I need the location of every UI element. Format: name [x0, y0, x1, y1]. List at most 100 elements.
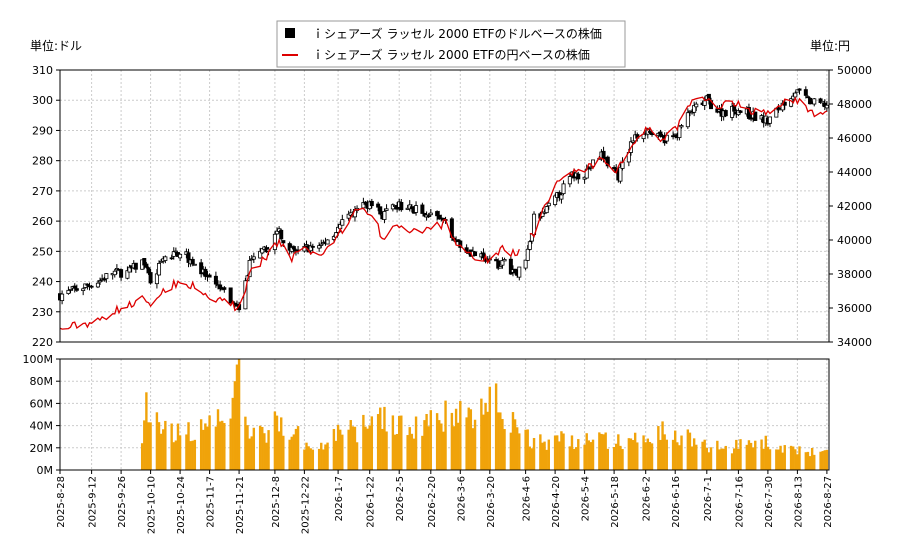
candle-body — [287, 243, 292, 251]
volume-bar — [659, 439, 662, 470]
jpy-price-line — [59, 96, 828, 330]
volume-bar — [488, 386, 491, 470]
x-tick-label: 2026-7-1 — [703, 476, 714, 521]
right-tick-label: 36000 — [837, 302, 872, 315]
x-tick-label: 2026-5-18 — [610, 476, 621, 528]
volume-bar — [751, 447, 755, 470]
volume-bar — [307, 446, 310, 470]
volume-bar — [709, 447, 713, 470]
left-tick-label: 310 — [32, 64, 53, 77]
volume-bar — [598, 432, 601, 470]
volume-bar — [749, 442, 753, 470]
volume-bar — [216, 409, 220, 470]
volume-bar — [650, 443, 654, 470]
candle-body — [127, 266, 132, 273]
candle-body — [384, 208, 389, 211]
candle-body — [458, 240, 463, 248]
volume-bar — [764, 435, 767, 470]
volume-bar — [678, 445, 681, 470]
volume-tick-label: 20M — [30, 442, 54, 455]
volume-bar — [440, 423, 443, 470]
volume-bar — [473, 419, 477, 470]
volume-bar — [469, 409, 473, 470]
volume-bar — [326, 442, 329, 470]
candle-body — [500, 260, 505, 266]
price-left-axis: 220 230 240 250 260 270 280 290 300 310 — [32, 64, 60, 349]
candle-body — [260, 248, 265, 254]
volume-bar — [170, 423, 173, 470]
volume-bar — [562, 433, 565, 470]
candle-body — [66, 289, 71, 294]
volume-bar — [574, 447, 578, 470]
candle-body — [494, 259, 499, 262]
candle-body — [508, 258, 513, 275]
x-tick-label: 2026-6-2 — [642, 476, 653, 521]
volume-bar — [671, 439, 675, 470]
volume-bar — [553, 435, 557, 470]
left-tick-label: 260 — [32, 215, 53, 228]
volume-bar — [783, 445, 786, 470]
candle-body — [513, 268, 518, 274]
volume-bar — [189, 441, 192, 470]
volume-bar — [720, 448, 723, 470]
volume-bar — [545, 449, 548, 470]
candle-body — [95, 282, 100, 288]
candle-body — [576, 173, 581, 180]
volume-bar — [157, 422, 161, 470]
volume-bar — [459, 401, 462, 470]
candle-body — [437, 214, 442, 220]
candle-body — [671, 135, 676, 138]
candle-body — [213, 275, 218, 285]
volume-bar — [558, 441, 561, 470]
volume-bar — [781, 452, 784, 470]
volume-bar — [244, 416, 247, 470]
volume-bar — [393, 434, 397, 470]
x-tick-label: 2025-8-28 — [56, 476, 67, 528]
volume-bar — [155, 412, 159, 470]
left-tick-label: 300 — [32, 94, 53, 107]
volume-axis: 0M 20M 40M 60M 80M 100M — [23, 353, 60, 477]
volume-bar — [261, 426, 264, 470]
volume-bar — [355, 442, 359, 470]
candle-body — [544, 206, 549, 214]
volume-bar — [642, 435, 645, 470]
volume-bar — [159, 433, 163, 470]
candle-body — [420, 204, 425, 214]
candle-body — [768, 116, 773, 124]
volume-bar — [252, 427, 256, 470]
volume-bar — [823, 450, 826, 470]
x-tick-label: 2026-2-20 — [427, 476, 438, 528]
candle-body — [85, 283, 90, 286]
candle-body — [677, 125, 682, 138]
volume-bar — [657, 426, 660, 470]
volume-bar — [560, 431, 563, 470]
volume-bar — [497, 412, 500, 470]
volume-bar — [766, 446, 770, 470]
volume-bar — [309, 448, 312, 470]
volume-bar — [317, 448, 321, 470]
volume-bar — [541, 442, 544, 470]
volume-bar — [518, 433, 521, 470]
x-tick-label: 2026-4-20 — [551, 476, 562, 528]
candle-body — [523, 259, 528, 269]
volume-bar — [526, 429, 529, 470]
volume-bar — [454, 408, 458, 470]
volume-bar — [631, 440, 635, 470]
volume-bar — [273, 411, 277, 470]
left-tick-label: 230 — [32, 306, 53, 319]
volume-bar — [600, 433, 603, 470]
volume-bar — [444, 400, 447, 470]
candle-body — [319, 243, 324, 246]
volume-bar — [199, 419, 203, 470]
volume-bar — [587, 440, 591, 470]
volume-bar — [235, 364, 239, 470]
volume-bar — [412, 438, 416, 470]
candle-body — [279, 229, 284, 240]
candle-body — [74, 288, 79, 291]
candle-body — [281, 240, 286, 244]
volume-bar — [456, 422, 460, 470]
volume-bar — [303, 449, 306, 470]
volume-bar — [515, 427, 519, 470]
volume-bar — [732, 448, 736, 470]
